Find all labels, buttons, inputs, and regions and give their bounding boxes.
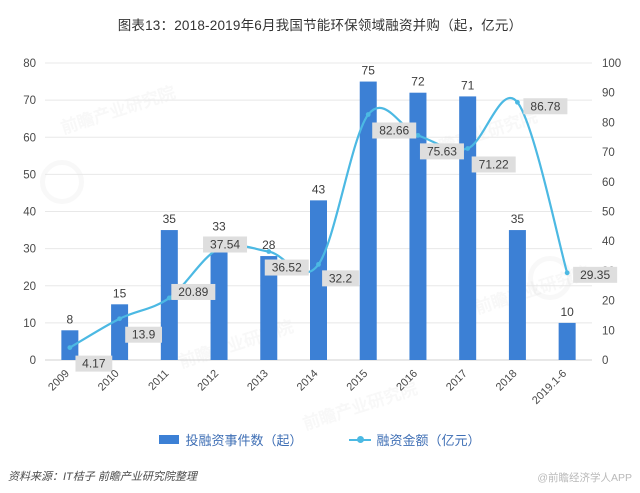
line-value-label-box	[523, 98, 568, 115]
watermark-logo-icon	[40, 160, 84, 204]
line-value-label: 4.17	[82, 357, 106, 371]
line-data-point	[316, 261, 321, 267]
bar	[160, 230, 178, 360]
bar	[310, 200, 327, 360]
line-value-label-box	[125, 326, 162, 343]
y-axis-left-tick: 20	[23, 281, 36, 293]
bar	[558, 322, 576, 360]
bar	[111, 304, 129, 360]
y-axis-right-tick: 90	[602, 88, 615, 100]
legend-item-line[interactable]: 融资金额（亿元）	[348, 430, 481, 449]
bar-value-label: 72	[411, 75, 425, 89]
source-note: 资料来源：IT桔子 前瞻产业研究院整理	[8, 471, 197, 483]
y-axis-left-tick: 0	[30, 355, 36, 367]
legend-bar-label: 投融资事件数（起）	[185, 433, 303, 448]
x-axis-tick: 2014	[295, 368, 321, 394]
legend-bar-swatch-icon	[159, 435, 180, 444]
line-data-point	[117, 316, 122, 322]
line-data-point	[564, 270, 570, 276]
line-value-label-box	[419, 143, 464, 160]
y-axis-right-tick: 20	[602, 296, 615, 308]
y-axis-left-tick: 40	[23, 207, 36, 219]
y-axis-left-tick: 70	[23, 95, 36, 107]
x-axis-tick: 2018	[494, 368, 520, 394]
bar-value-label: 33	[212, 219, 226, 233]
bar-value-label: 35	[163, 212, 177, 226]
line-data-point	[166, 295, 172, 301]
line-data-point	[67, 345, 73, 351]
bar-value-label: 15	[113, 286, 127, 300]
y-axis-right-tick: 50	[602, 207, 615, 219]
line-value-label: 13.9	[132, 328, 156, 342]
line-value-label: 32.2	[329, 271, 353, 285]
line-value-label: 20.89	[178, 285, 208, 299]
bar-value-label: 71	[461, 78, 475, 92]
bar	[459, 96, 477, 360]
bar-value-label: 8	[67, 312, 74, 326]
bar-value-label: 10	[560, 305, 574, 319]
line-value-label: 75.63	[427, 144, 457, 158]
x-axis-tick: 2016	[394, 368, 420, 394]
y-axis-left-tick: 10	[23, 318, 36, 330]
line-data-point	[515, 99, 520, 105]
y-axis-right-tick: 100	[602, 58, 621, 70]
line-value-label-box	[372, 122, 417, 139]
legend-line-swatch-icon	[348, 435, 371, 445]
watermark-logo-icon	[528, 256, 572, 300]
line-value-label-box	[322, 270, 359, 287]
y-axis-left-tick: 80	[23, 58, 36, 70]
line-value-label-box	[573, 266, 618, 283]
y-axis-left-tick: 60	[23, 132, 36, 144]
line-value-label: 71.22	[479, 157, 509, 171]
line-data-point	[365, 112, 371, 117]
line-value-label-box	[264, 259, 309, 276]
line-value-label: 37.54	[210, 238, 240, 252]
line-value-label: 86.78	[530, 99, 560, 113]
bar-value-label: 35	[511, 212, 525, 226]
y-axis-right-tick: 60	[602, 177, 615, 189]
chart-plot-area: 0102030405060708001020304050607080901008…	[23, 58, 621, 407]
bar	[260, 256, 278, 360]
app-watermark: @前瞻经济学人APP	[537, 472, 632, 484]
y-axis-right-tick: 10	[602, 325, 615, 337]
y-axis-right-tick: 80	[602, 117, 615, 129]
line-value-label-box	[471, 156, 516, 173]
y-axis-left-tick: 30	[23, 244, 36, 256]
legend-item-bar[interactable]: 投融资事件数（起）	[159, 430, 303, 449]
legend-line-label: 融资金额（亿元）	[376, 433, 481, 448]
line-value-label: 36.52	[272, 261, 302, 275]
chart-legend: 投融资事件数（起） 融资金额（亿元）	[0, 430, 640, 449]
bar-value-label: 43	[312, 182, 326, 196]
chart-title: 图表13：2018-2019年6月我国节能环保领域融资并购（起，亿元）	[117, 18, 523, 33]
line-data-point	[266, 249, 272, 254]
bar	[210, 237, 228, 360]
x-axis-tick: 2015	[345, 368, 371, 394]
y-axis-right-tick: 0	[602, 355, 608, 367]
bar	[61, 330, 79, 360]
line-value-label: 29.35	[580, 268, 610, 282]
bar	[409, 92, 427, 360]
line-value-label-box	[75, 355, 113, 372]
y-axis-right-tick: 70	[602, 147, 615, 159]
x-axis-tick: 2019.1-6	[530, 368, 569, 407]
y-axis-right-tick: 40	[602, 236, 615, 248]
x-axis-tick: 2013	[245, 368, 271, 394]
line-data-point	[465, 146, 471, 151]
bar-value-label: 75	[362, 64, 376, 78]
line-value-label: 82.66	[379, 123, 409, 137]
bar-value-label: 28	[262, 238, 276, 252]
line-value-label-box	[203, 236, 248, 253]
y-axis-left-tick: 50	[23, 169, 36, 181]
x-axis-tick: 2009	[46, 368, 72, 394]
line-data-point	[415, 132, 421, 138]
x-axis-tick: 2017	[444, 368, 470, 394]
bar	[508, 230, 526, 360]
line-value-label-box	[171, 283, 216, 300]
x-axis-tick: 2011	[146, 368, 171, 393]
x-axis-tick: 2012	[195, 368, 221, 394]
bar	[359, 81, 377, 360]
